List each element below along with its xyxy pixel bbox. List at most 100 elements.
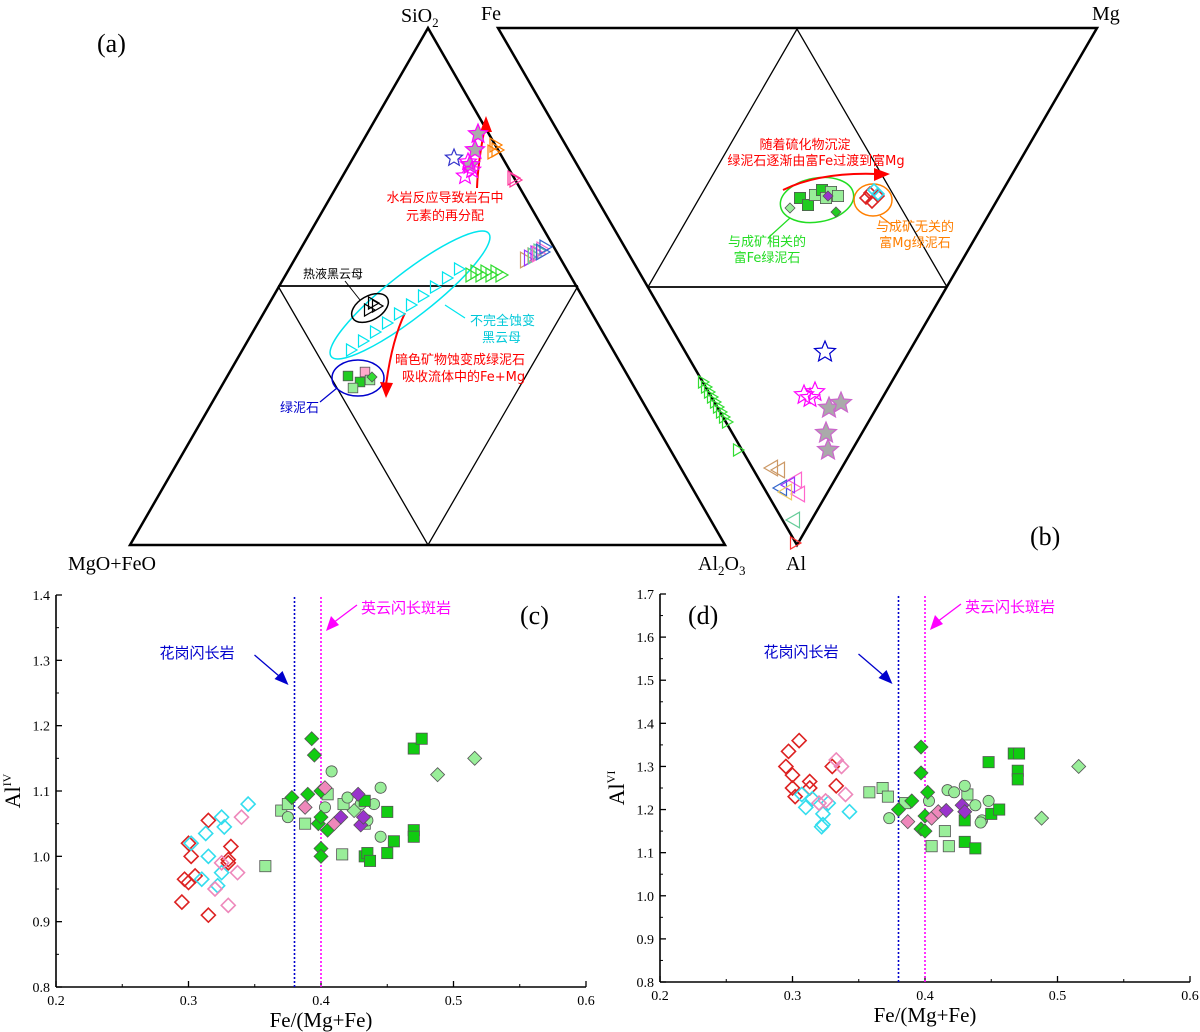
data-point — [200, 812, 217, 829]
data-point — [350, 786, 366, 802]
triangle-marker — [363, 302, 377, 318]
triangle-marker — [700, 379, 714, 395]
x-tick-label: 0.2 — [651, 989, 669, 1004]
data-point — [430, 767, 446, 783]
data-point — [938, 802, 954, 818]
triangle-marker — [779, 476, 796, 494]
data-point — [259, 860, 272, 873]
data-point — [220, 897, 237, 914]
triangle-marker — [489, 137, 504, 153]
data-point — [407, 742, 420, 755]
data-point — [180, 835, 197, 852]
annot-alteration-line1: 暗色矿物蚀变成绿泥石 — [395, 352, 525, 368]
data-point — [828, 751, 845, 769]
y-tick-label: 1.2 — [33, 720, 51, 735]
annot-fe-rich-line1: 与成矿相关的 — [728, 234, 806, 250]
annot-alteration-line2: 吸收流体中的Fe+Mg — [402, 369, 525, 385]
data-point — [200, 907, 217, 924]
panel-label-b: (b) — [1030, 522, 1060, 551]
series-lightgreen-circle — [883, 779, 995, 829]
x-tick-label: 0.4 — [312, 994, 330, 1009]
data-point — [797, 799, 814, 816]
data-point — [200, 848, 217, 865]
data-point — [216, 818, 233, 836]
triangle-marker — [769, 461, 786, 479]
y-tick-label: 1.7 — [637, 588, 655, 603]
annot-chlorite: 绿泥石 — [280, 401, 319, 416]
triangle-marker — [381, 315, 395, 331]
y-tick-label: 0.9 — [637, 933, 655, 948]
leader-hydrothermal-biotite — [344, 280, 361, 301]
y-tick-label: 1.0 — [33, 850, 51, 865]
triangle-marker — [509, 172, 524, 188]
vertex-label-sio2: SiO2 — [401, 5, 439, 30]
x-tick-label: 0.6 — [577, 994, 595, 1009]
data-point — [1013, 747, 1026, 760]
data-point — [841, 803, 858, 820]
y-tick-label: 1.2 — [637, 804, 655, 819]
triangle-marker — [776, 483, 793, 501]
data-point — [793, 786, 810, 803]
data-point — [229, 864, 246, 881]
arrow-head-fe-to-mg — [874, 168, 890, 181]
chlorite-marker — [830, 206, 842, 218]
data-point — [297, 799, 313, 815]
data-point — [318, 801, 331, 814]
ellipse-mg-rich-chlorite — [853, 183, 893, 217]
star-marker — [813, 339, 837, 363]
data-point — [938, 825, 951, 838]
annot-redistribution-line2: 元素的再分配 — [406, 208, 484, 224]
annot-mg-rich-line2: 富Mg绿泥石 — [879, 235, 950, 251]
series-lightgreen-square — [863, 782, 974, 853]
chlorite-marker — [794, 191, 807, 204]
chlorite-marker — [858, 190, 874, 206]
triangle-marker — [487, 144, 502, 160]
x-tick-label: 0.5 — [1049, 989, 1067, 1004]
series-pink-open-diamond — [206, 809, 250, 914]
series-green-square — [358, 732, 428, 867]
data-point — [355, 809, 371, 825]
vertex-label-mgo-feo: MgO+FeO — [68, 553, 156, 575]
x-tick-label: 0.6 — [1181, 989, 1199, 1004]
annot-incomplete-biotite-line2: 黑云母 — [482, 331, 521, 346]
triangle-marker — [697, 374, 711, 390]
series-green-square — [958, 747, 1026, 855]
panel-label-a: (a) — [97, 29, 126, 58]
data-point — [780, 743, 797, 760]
x-tick-label: 0.2 — [47, 994, 65, 1009]
data-point — [275, 804, 288, 817]
y-tick-label: 1.3 — [637, 760, 655, 775]
data-point — [942, 840, 955, 853]
data-point — [958, 779, 971, 792]
data-point — [801, 773, 818, 790]
leader-mg-rich — [879, 215, 894, 227]
annot-redistribution-line1: 水岩反应导致岩石中 — [386, 190, 503, 206]
x-axis-label: Fe/(Mg+Fe) — [874, 1003, 977, 1027]
data-point — [1071, 758, 1087, 775]
data-point — [183, 848, 200, 865]
y-axis-label-main: Al — [0, 786, 25, 808]
chlorite-marker — [870, 186, 886, 202]
ternary-a-inner-triangle — [277, 285, 579, 547]
data-point — [913, 765, 929, 781]
triangle-marker — [405, 297, 419, 313]
y-tick-label: 0.9 — [33, 916, 51, 931]
data-point — [948, 786, 961, 799]
reference-arrow-head — [930, 615, 943, 630]
annot-sulfide-line1: 随着硫化物沉淀 — [759, 137, 850, 153]
vertex-label-mg: Mg — [1092, 3, 1120, 25]
data-point — [817, 792, 834, 810]
y-axis-label: AlVI — [604, 771, 629, 806]
y-axis-label-main: Al — [604, 783, 629, 805]
annot-hydrothermal-biotite: 热液黑云母 — [303, 266, 363, 281]
data-point — [1011, 773, 1024, 786]
data-point — [814, 805, 832, 822]
data-point — [407, 830, 420, 843]
reference-arrow-head — [274, 671, 289, 685]
triangle-marker — [357, 333, 371, 349]
y-axis-label-sup: VI — [604, 771, 618, 784]
triangle-marker — [371, 298, 385, 314]
ellipse-incomplete-biotite — [329, 230, 491, 360]
data-point — [374, 830, 387, 843]
triangle-marker — [703, 384, 717, 400]
